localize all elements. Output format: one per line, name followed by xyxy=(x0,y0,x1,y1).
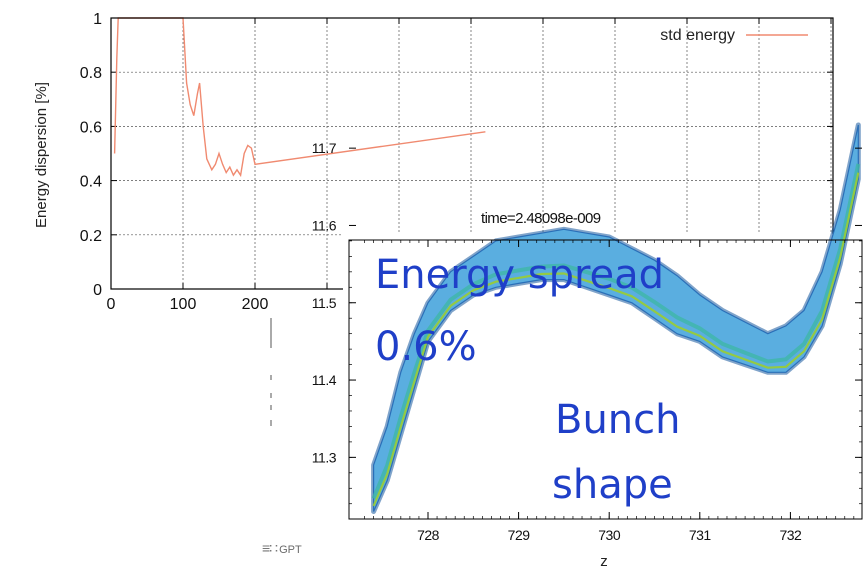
main-x-tick-label: 200 xyxy=(242,296,269,313)
bunch-body xyxy=(373,124,859,512)
inset-tick-labels: 11.311.411.511.611.7728729730731732733 xyxy=(312,140,863,543)
inset-x-tick-label: 729 xyxy=(508,527,531,543)
main-y-tick-label: 0.6 xyxy=(80,119,102,136)
main-y-tick-label: 1 xyxy=(93,11,102,28)
inset-x-tick-label: 731 xyxy=(689,527,712,543)
inset-title: time=2.48098e-009 xyxy=(481,210,601,227)
inset-x-tick-label: 732 xyxy=(779,527,802,543)
inset-x-tick-label: 728 xyxy=(417,527,440,543)
overlay-spread-value: 0.6% xyxy=(375,324,477,370)
overlay-energy-spread: Energy spread xyxy=(375,252,665,298)
main-y-axis-label: Energy dispersion [%] xyxy=(33,82,50,228)
main-y-tick-label: 0.4 xyxy=(80,174,102,191)
inset-y-tick-label: 11.6 xyxy=(312,217,337,233)
main-y-tick-label: 0.8 xyxy=(80,65,102,82)
overlay-shape: shape xyxy=(552,462,673,508)
main-x-tick-label: 0 xyxy=(107,296,116,313)
main-tick-labels: 0 0.2 0.4 0.6 0.8 1 0 100 200 xyxy=(80,11,269,313)
inset-y-tick-label: 11.4 xyxy=(312,372,337,388)
main-y-tick-label: 0.2 xyxy=(80,228,102,245)
main-series xyxy=(113,17,486,178)
bunch-core-green xyxy=(372,172,860,507)
main-grid xyxy=(110,17,833,290)
inset-y-tick-label: 11.5 xyxy=(312,295,337,311)
legend: std energy xyxy=(660,27,808,44)
inset-plot-frame xyxy=(348,239,863,520)
legend-label: std energy xyxy=(660,27,735,44)
gpt-logo-dots-icon: ≡∷ xyxy=(262,540,278,556)
inset-y-tick-label: 11.7 xyxy=(312,140,337,156)
bunch-phase-space xyxy=(371,122,861,514)
series-std-energy-line xyxy=(113,17,486,178)
bunch-core-teal xyxy=(371,163,861,500)
main-x-tick-label: 100 xyxy=(170,296,197,313)
inset-x-axis-label: z xyxy=(600,553,608,569)
main-y-tick-label: 0 xyxy=(93,282,102,299)
gpt-logo: ≡∷ GPT xyxy=(262,540,302,557)
overlay-bunch: Bunch xyxy=(555,397,681,443)
inset-y-tick-label: 11.3 xyxy=(312,449,337,465)
inset-x-tick-label: 730 xyxy=(598,527,621,543)
gpt-logo-text: GPT xyxy=(279,544,302,556)
